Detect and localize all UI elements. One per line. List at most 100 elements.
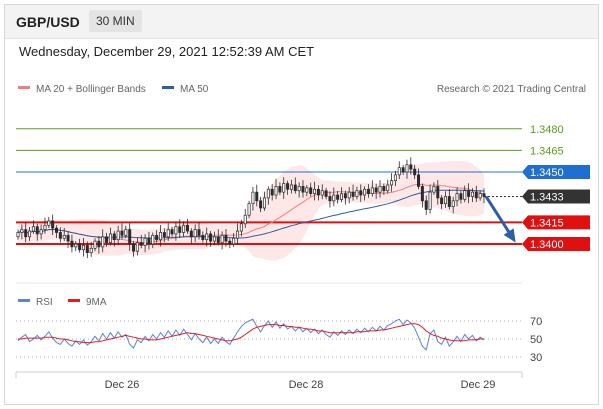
candle-body (135, 242, 139, 252)
candle (340, 187, 344, 203)
candle (386, 179, 390, 194)
candle (255, 184, 259, 207)
candle-body (81, 245, 85, 251)
candle (262, 191, 266, 211)
candle (147, 231, 151, 250)
candle (243, 208, 247, 229)
candle (293, 177, 297, 194)
price-level-label: 1.3415 (530, 217, 564, 229)
price-level-tag: 1.3433 (522, 189, 590, 204)
candle-body (459, 193, 463, 200)
candle (470, 188, 474, 202)
candle-body (289, 184, 293, 190)
candle (174, 221, 178, 241)
candle (43, 217, 47, 234)
candle (85, 241, 89, 259)
candle-body (232, 237, 236, 245)
candle-body (297, 186, 301, 192)
candle-body (55, 227, 59, 233)
candle-body (320, 190, 324, 196)
candle (205, 227, 209, 247)
candle-body (228, 240, 232, 245)
candle (355, 186, 359, 200)
candle-body (78, 243, 82, 251)
candle (313, 181, 317, 201)
candle-body (139, 242, 143, 246)
legend-top: MA 20 + Bollinger Bands MA 50 Research ©… (18, 84, 586, 95)
ma50-legend-label: MA 50 (180, 84, 209, 95)
candle (289, 179, 293, 194)
candle (236, 223, 240, 246)
candle (128, 223, 132, 251)
candle (463, 185, 467, 203)
candle-body (224, 235, 228, 242)
candle (378, 180, 382, 198)
candle (155, 230, 159, 243)
candle (182, 221, 186, 237)
candle (143, 234, 147, 253)
candle-body (467, 190, 471, 197)
candle-body (301, 186, 305, 193)
candle-body (216, 236, 220, 243)
ma50-line (17, 189, 485, 239)
ma50-legend-swatch (162, 86, 174, 89)
candle (212, 231, 216, 246)
candle (332, 187, 336, 207)
forecast-arrow-head (503, 228, 516, 243)
candle-body (58, 232, 62, 239)
candle (266, 186, 270, 205)
candle (270, 184, 274, 201)
candle (397, 161, 401, 180)
candle-body (378, 186, 382, 193)
candle (390, 173, 394, 192)
candle (35, 223, 39, 241)
candle-body (47, 220, 51, 226)
rsi-level-label: 70 (530, 316, 542, 328)
candle-body (236, 230, 240, 239)
candle (443, 191, 447, 208)
candle-body (324, 190, 328, 197)
candle (359, 184, 363, 202)
candle (424, 195, 428, 215)
candle-body (174, 226, 178, 235)
candle (432, 182, 436, 196)
candle-body (93, 240, 97, 249)
rsi-9ma-line (18, 323, 484, 344)
candle (351, 184, 355, 201)
candle (405, 159, 409, 179)
candle-body (170, 229, 174, 235)
price-level-tag: 1.3450 (522, 165, 590, 179)
candle-body (363, 188, 367, 196)
candle (108, 227, 112, 246)
candle (286, 180, 290, 195)
candle-body (247, 203, 251, 216)
candle-body (28, 230, 32, 238)
candle-body (43, 224, 47, 230)
candle (178, 219, 182, 238)
candle-body (66, 235, 70, 242)
timeframe-badge[interactable]: 30 MIN (89, 10, 142, 32)
candle-body (328, 196, 332, 202)
candle-body (305, 187, 309, 193)
candle-body (24, 229, 28, 238)
candle-body (166, 229, 170, 238)
candle-body (205, 233, 209, 241)
price-tag-shape (522, 237, 590, 251)
candle (81, 237, 85, 257)
candle (16, 229, 20, 240)
candle (455, 187, 459, 207)
candle (274, 178, 278, 200)
candle (39, 224, 43, 240)
candle (47, 216, 51, 229)
candle-body (239, 223, 243, 232)
candle-body (436, 186, 440, 199)
candle-body (401, 167, 405, 173)
candle-body (409, 164, 413, 170)
candle (393, 170, 397, 187)
candle (58, 227, 62, 243)
candle (78, 238, 82, 253)
candle (166, 223, 170, 241)
candle-body (108, 233, 112, 243)
candle-body (282, 183, 286, 193)
candle-body (366, 188, 370, 194)
